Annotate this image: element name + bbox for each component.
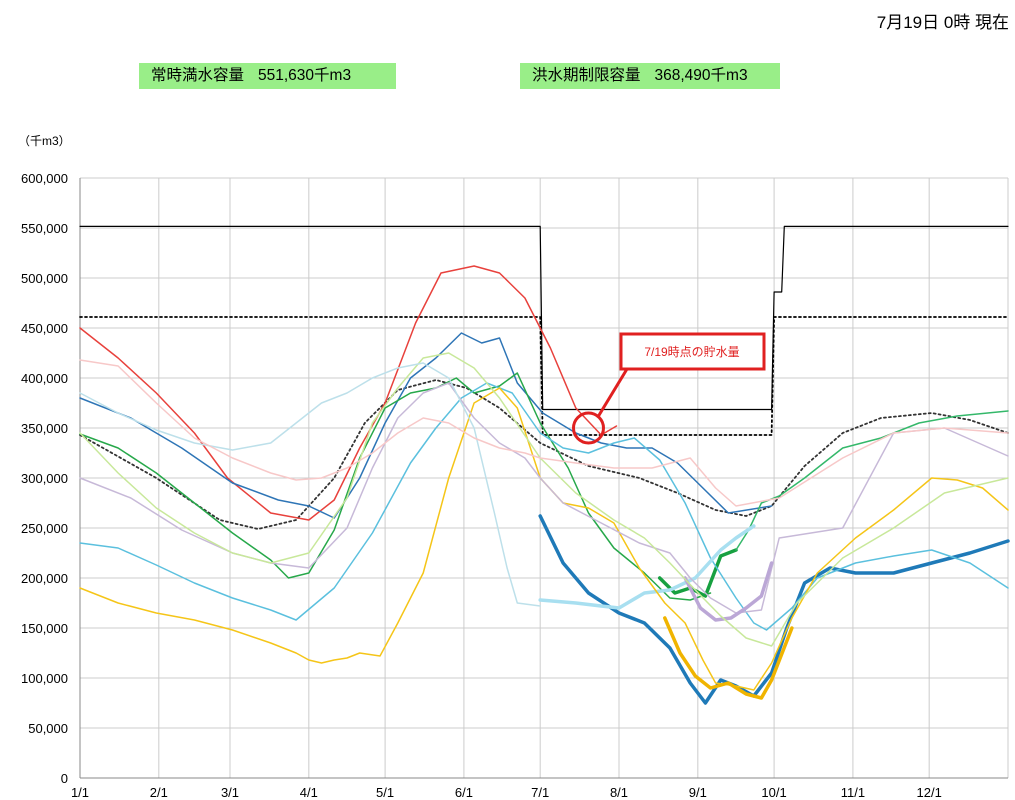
y-tick-label: 600,000 [21, 171, 68, 186]
series-line [735, 410, 1009, 551]
series-line [79, 225, 1009, 411]
flood-limit-value: 368,490千m3 [654, 67, 748, 84]
series-line [79, 316, 1009, 436]
annotation-box [619, 332, 766, 371]
series-line [79, 382, 1009, 614]
flood-limit-box: 洪水期制限容量 368,490千m3 [520, 63, 780, 89]
series-line [79, 382, 1009, 631]
chart-annotation: 7/19時点の貯水量 [571, 332, 766, 445]
x-tick-label: 7/1 [531, 785, 549, 800]
flood-limit-label: 洪水期制限容量 [532, 67, 641, 84]
chart-grid: 0 50,000 100,000 150,000 200,000 250,000 300,0… [21, 171, 1009, 800]
capacity-value: 551,630千m3 [258, 67, 352, 84]
x-tick-label: 11/1 [841, 785, 865, 800]
current-point-circle [571, 411, 605, 445]
x-tick-label: 10/1 [761, 785, 786, 800]
x-tick-label: 2/1 [150, 785, 168, 800]
x-tick-label: 5/1 [376, 785, 394, 800]
y-tick-label: 200,000 [21, 571, 68, 586]
chart-series [79, 225, 1010, 705]
series-line [79, 352, 1009, 647]
y-tick-label: 500,000 [21, 271, 68, 286]
y-tick-label: 100,000 [21, 671, 68, 686]
series-line [79, 265, 618, 521]
y-tick-label: 0 [61, 771, 68, 786]
series-line [538, 524, 756, 610]
x-tick-label: 6/1 [455, 785, 473, 800]
y-tick-label: 50,000 [28, 721, 68, 736]
capacity-box: 常時満水容量 551,630千m3 [139, 63, 396, 89]
series-line [79, 372, 712, 601]
annotation-leader [597, 368, 629, 417]
y-tick-label: 350,000 [21, 421, 68, 436]
series-line [79, 387, 1009, 691]
series-line [79, 332, 773, 519]
series-line [79, 359, 1009, 507]
annotation-label: 7/19時点の貯水量 [644, 345, 739, 359]
timestamp: 7月19日 0時 現在 [876, 13, 1009, 32]
y-tick-label: 550,000 [21, 221, 68, 236]
series-line [79, 362, 541, 607]
x-tick-label: 12/1 [917, 785, 942, 800]
y-tick-label: 250,000 [21, 521, 68, 536]
y-tick-label: 450,000 [21, 321, 68, 336]
y-tick-label: 300,000 [21, 471, 68, 486]
series-line [663, 616, 794, 700]
x-tick-label: 1/1 [71, 785, 89, 800]
y-tick-label: 150,000 [21, 621, 68, 636]
x-tick-label: 4/1 [300, 785, 318, 800]
x-tick-label: 3/1 [221, 785, 239, 800]
y-axis-unit: （千m3） [18, 134, 71, 148]
series-line [683, 561, 774, 622]
capacity-label: 常時満水容量 [151, 67, 245, 84]
series-line [79, 379, 1009, 530]
x-tick-label: 8/1 [610, 785, 628, 800]
x-tick-label: 9/1 [689, 785, 707, 800]
series-line [538, 514, 1010, 705]
y-tick-label: 400,000 [21, 371, 68, 386]
